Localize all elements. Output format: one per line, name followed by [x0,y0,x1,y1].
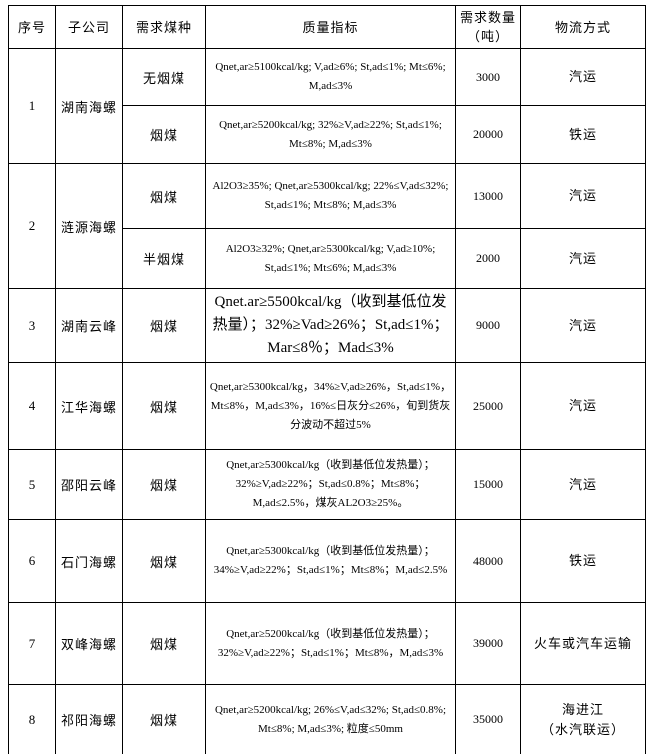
logistics-mode: 火车或汽车运输 [520,602,646,685]
table-row: 5 邵阳云峰 烟煤 Qnet,ar≥5300kcal/kg（收到基低位发热量）；… [8,449,646,520]
column-header-quality: 质量指标 [205,5,456,49]
quality-indicator: Qnet,ar≥5200kcal/kg; 32%≥V,ad≥22%; St,ad… [205,105,456,164]
subsidiary-name: 湖南海螺 [55,48,123,164]
coal-type: 半烟煤 [122,228,206,289]
subsidiary-name: 石门海螺 [55,519,123,603]
subsidiary-name: 双峰海螺 [55,602,123,685]
coal-demand-table: 序号 子公司 需求煤种 质量指标 需求数量 （吨） 物流方式 1 湖南海螺 无烟… [8,5,646,754]
quality-indicator: Qnet,ar≥5300kcal/kg（收到基低位发热量）； 34%≥V,ad≥… [205,519,456,603]
quality-indicator: Qnet,ar≥5200kcal/kg（收到基低位发热量）； 32%≥V,ad≥… [205,602,456,685]
serial-number: 8 [8,684,56,754]
column-header-coal-type: 需求煤种 [122,5,206,49]
demand-quantity: 9000 [455,288,521,363]
demand-quantity: 39000 [455,602,521,685]
logistics-mode: 汽运 [520,48,646,106]
coal-type: 烟煤 [122,163,206,229]
quality-indicator: Qnet,ar≥5300kcal/kg（收到基低位发热量）；32%≥V,ad≥2… [205,449,456,520]
logistics-mode: 汽运 [520,449,646,520]
table-row: 烟煤 Qnet,ar≥5200kcal/kg; 32%≥V,ad≥22%; St… [9,105,646,164]
logistics-mode: 海进江 （水汽联运） [520,684,646,754]
demand-quantity: 20000 [455,105,521,164]
serial-number: 5 [8,449,56,520]
coal-type: 烟煤 [122,684,206,754]
logistics-mode: 铁运 [520,519,646,603]
quality-indicator: Al2O3≥35%; Qnet,ar≥5300kcal/kg; 22%≤V,ad… [205,163,456,229]
column-header-logistics: 物流方式 [520,5,646,49]
logistics-mode: 汽运 [520,163,646,229]
quality-indicator: Al2O3≥32%; Qnet,ar≥5300kcal/kg; V,ad≥10%… [205,228,456,289]
logistics-mode: 汽运 [520,362,646,450]
demand-quantity: 48000 [455,519,521,603]
column-header-quantity: 需求数量 （吨） [455,5,521,49]
subsidiary-name: 江华海螺 [55,362,123,450]
quality-indicator: Qnet,ar≥5200kcal/kg; 26%≤V,ad≤32%; St,ad… [205,684,456,754]
demand-quantity: 15000 [455,449,521,520]
serial-number: 7 [8,602,56,685]
logistics-mode: 铁运 [520,105,646,164]
serial-number: 3 [8,288,56,363]
demand-quantity: 25000 [455,362,521,450]
table-row: 3 湖南云峰 烟煤 Qnet.ar≥5500kcal/kg（收到基低位发热量）；… [8,288,646,363]
demand-quantity: 2000 [455,228,521,289]
column-header-subsidiary: 子公司 [55,5,123,49]
quality-indicator: Qnet,ar≥5300kcal/kg，34%≥V,ad≥26%，St,ad≤1… [205,362,456,450]
subsidiary-name: 湖南云峰 [55,288,123,363]
table-row: 半烟煤 Al2O3≥32%; Qnet,ar≥5300kcal/kg; V,ad… [9,228,646,289]
coal-type: 烟煤 [122,288,206,363]
logistics-mode: 汽运 [520,228,646,289]
coal-type: 烟煤 [122,602,206,685]
table-row: 2 涟源海螺 烟煤 Al2O3≥35%; Qnet,ar≥5300kcal/kg… [8,163,646,289]
logistics-mode: 汽运 [520,288,646,363]
demand-quantity: 13000 [455,163,521,229]
serial-number: 1 [8,48,56,164]
table-header-row: 序号 子公司 需求煤种 质量指标 需求数量 （吨） 物流方式 [8,5,646,49]
table-row: 6 石门海螺 烟煤 Qnet,ar≥5300kcal/kg（收到基低位发热量）；… [8,519,646,603]
quality-indicator: Qnet,ar≥5100kcal/kg; V,ad≥6%; St,ad≤1%; … [205,48,456,106]
subsidiary-name: 祁阳海螺 [55,684,123,754]
coal-type: 烟煤 [122,362,206,450]
serial-number: 6 [8,519,56,603]
coal-type: 烟煤 [122,105,206,164]
serial-number: 2 [8,163,56,289]
coal-type: 烟煤 [122,449,206,520]
column-header-no: 序号 [8,5,56,49]
subsidiary-name: 涟源海螺 [55,163,123,289]
table-row: 8 祁阳海螺 烟煤 Qnet,ar≥5200kcal/kg; 26%≤V,ad≤… [8,684,646,754]
coal-type: 烟煤 [122,519,206,603]
coal-type: 无烟煤 [122,48,206,106]
table-row: 4 江华海螺 烟煤 Qnet,ar≥5300kcal/kg，34%≥V,ad≥2… [8,362,646,450]
demand-quantity: 35000 [455,684,521,754]
table-row: 7 双峰海螺 烟煤 Qnet,ar≥5200kcal/kg（收到基低位发热量）；… [8,602,646,685]
quality-indicator: Qnet.ar≥5500kcal/kg（收到基低位发热量）；32%≥Vad≥26… [205,288,456,363]
table-row: 1 湖南海螺 无烟煤 Qnet,ar≥5100kcal/kg; V,ad≥6%;… [8,48,646,164]
subsidiary-name: 邵阳云峰 [55,449,123,520]
serial-number: 4 [8,362,56,450]
demand-quantity: 3000 [455,48,521,106]
